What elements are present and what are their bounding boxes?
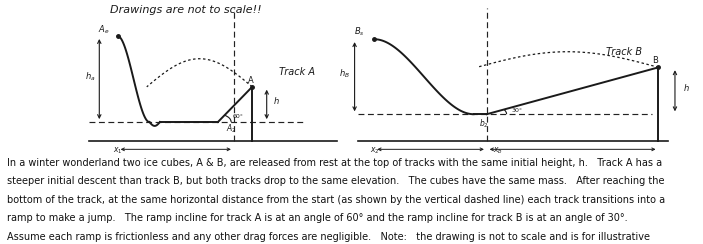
- Text: $A_2$: $A_2$: [226, 122, 236, 135]
- Text: $h_B$: $h_B$: [339, 68, 350, 80]
- Text: B: B: [652, 56, 658, 65]
- Text: $h$: $h$: [683, 82, 690, 93]
- Text: $x_b$: $x_b$: [494, 145, 503, 156]
- Text: $h_a$: $h_a$: [85, 71, 96, 83]
- Text: 30°: 30°: [512, 108, 522, 113]
- Text: In a winter wonderland two ice cubes, A & B, are released from rest at the top o: In a winter wonderland two ice cubes, A …: [7, 158, 662, 168]
- Text: $B_s$: $B_s$: [354, 26, 364, 38]
- Text: $x_2$: $x_2$: [370, 145, 379, 156]
- Text: $b_2$: $b_2$: [479, 118, 489, 130]
- Text: $h$: $h$: [273, 95, 280, 106]
- Text: ramp to make a jump.   The ramp incline for track A is at an angle of 60° and th: ramp to make a jump. The ramp incline fo…: [7, 213, 628, 223]
- Text: 60°: 60°: [233, 114, 243, 119]
- Text: $A_e$: $A_e$: [98, 24, 110, 37]
- Text: A: A: [248, 76, 254, 85]
- Text: bottom of the track, at the same horizontal distance from the start (as shown by: bottom of the track, at the same horizon…: [7, 195, 665, 205]
- Text: Drawings are not to scale!!: Drawings are not to scale!!: [110, 5, 262, 15]
- Text: Assume each ramp is frictionless and any other drag forces are negligible.   Not: Assume each ramp is frictionless and any…: [7, 232, 650, 242]
- Text: $x_1$: $x_1$: [113, 145, 122, 156]
- Text: Track A: Track A: [278, 67, 314, 77]
- Text: Track B: Track B: [606, 47, 642, 57]
- Text: steeper initial descent than track B, but both tracks drop to the same elevation: steeper initial descent than track B, bu…: [7, 176, 664, 186]
